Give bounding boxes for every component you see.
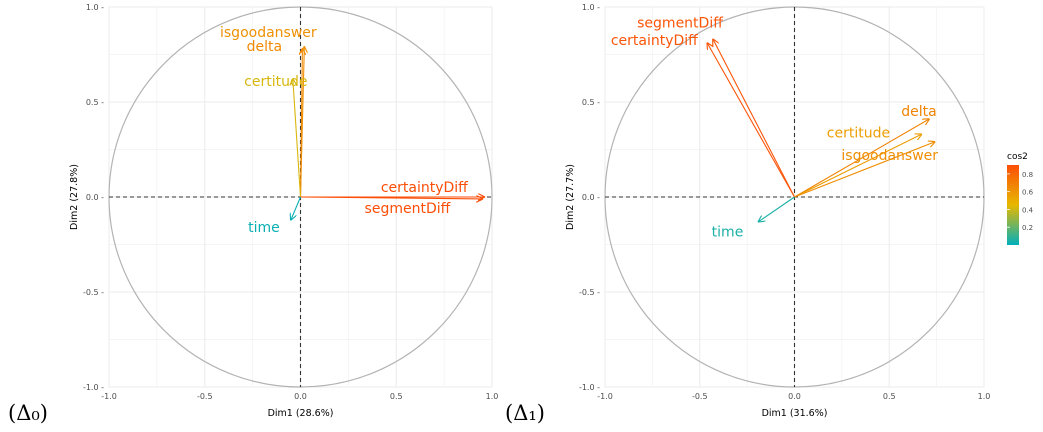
y-tick-label: 0.0 - (582, 193, 600, 202)
y-axis-title: Dim2 (27.7%) (565, 164, 576, 230)
x-tick-label: -0.5 (197, 392, 213, 401)
x-tick-label: -0.5 (692, 392, 708, 401)
vector-arrow-segmentDiff (300, 197, 483, 199)
vector-arrow-segmentDiff (713, 39, 795, 198)
vector-arrow-certaintyDiff (707, 43, 795, 198)
y-tick-label: -1.0 - (579, 383, 600, 392)
panel-label: (Δ₀) (8, 401, 48, 425)
x-tick-label: 1.0 (486, 392, 499, 401)
y-tick-label: -0.5 - (83, 288, 104, 297)
vector-label-certitude: certitude (827, 125, 890, 141)
x-tick-label: 1.0 (978, 392, 991, 401)
y-tick-label: 0.0 - (86, 193, 104, 202)
x-tick-label: 0.0 (788, 392, 801, 401)
vector-arrow-time (758, 196, 795, 222)
y-tick-label: 1.0 - (582, 3, 600, 12)
vector-arrow-delta (794, 119, 930, 198)
y-tick-label: 0.5 - (582, 98, 600, 107)
x-axis-title: Dim1 (28.6%) (268, 408, 334, 419)
y-tick-label: -1.0 - (83, 383, 104, 392)
y-tick-label: -0.5 - (579, 288, 600, 297)
vector-label-isgoodanswer: isgoodanswer (220, 25, 317, 41)
vector-arrow-delta (301, 49, 303, 198)
legend-tick-label: 0.6 (1022, 189, 1034, 197)
panel-1: -1.0 -0.5 0.0 0.5 1.0 -1.0 - -0.5 - 0.0 - 0.5 - 1… (505, 3, 1034, 425)
vector-label-certaintyDiff: certaintyDiff (611, 33, 698, 49)
vector-label-segmentDiff: segmentDiff (637, 15, 723, 31)
legend-tick-label: 0.4 (1022, 206, 1034, 214)
cos2-legend: cos2 0.8 0.6 0.4 0.2 (1007, 152, 1034, 245)
x-tick-label: -1.0 (101, 392, 117, 401)
vector-label-delta: delta (901, 104, 936, 120)
vector-label-certaintyDiff: certaintyDiff (381, 180, 468, 196)
vector-arrow-time (291, 196, 302, 220)
x-axis-title: Dim1 (31.6%) (762, 408, 828, 419)
x-tick-label: 0.5 (883, 392, 896, 401)
legend-tick-label: 0.8 (1022, 171, 1033, 179)
x-tick-label: -1.0 (597, 392, 613, 401)
legend-tick-label: 0.2 (1022, 224, 1033, 232)
vector-label-certitude: certitude (244, 74, 307, 90)
legend-colorbar (1007, 165, 1019, 245)
y-axis-title: Dim2 (27.8%) (69, 164, 80, 230)
legend-title: cos2 (1007, 152, 1028, 162)
y-tick-label: 1.0 - (86, 3, 104, 12)
y-tick-label: 0.5 - (86, 98, 104, 107)
vector-arrow-isgoodanswer (794, 142, 935, 198)
vector-label-segmentDiff: segmentDiff (365, 201, 451, 217)
panel-label: (Δ₁) (505, 401, 545, 425)
vector-arrow-certitude (293, 79, 302, 198)
x-tick-label: 0.5 (390, 392, 403, 401)
vector-label-isgoodanswer: isgoodanswer (841, 148, 938, 164)
vector-arrow-certitude (794, 134, 922, 198)
vector-label-time: time (248, 220, 280, 236)
x-tick-label: 0.0 (294, 392, 307, 401)
vector-label-delta: delta (247, 39, 282, 55)
panel-0: -1.0 -0.5 0.0 0.5 1.0 -1.0 - -0.5 - 0.0 - 0.5 - 1… (8, 3, 498, 425)
vector-label-time: time (712, 225, 744, 241)
